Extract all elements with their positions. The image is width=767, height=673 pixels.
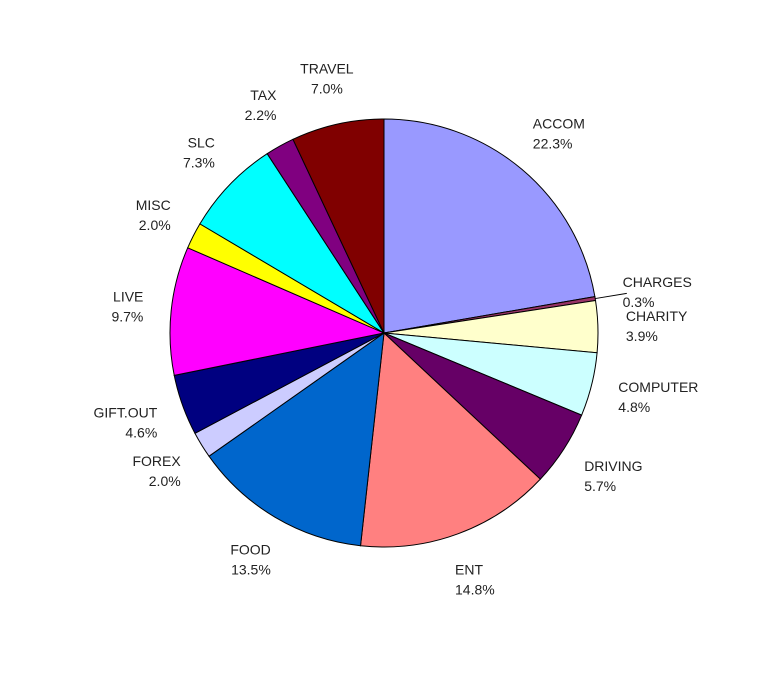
slice-percent-travel: 7.0% [311, 80, 343, 96]
slice-percent-forex: 2.0% [149, 473, 181, 489]
pie-slice-live [169, 247, 386, 376]
slice-label-gift-out: GIFT.OUT [94, 404, 158, 420]
slice-label-charity: CHARITY [626, 308, 688, 324]
pie-slice-slc [199, 153, 385, 334]
slice-label-driving: DRIVING [584, 458, 642, 474]
pie-slice-food [208, 331, 385, 547]
slice-percent-gift-out: 4.6% [125, 424, 157, 440]
slice-label-forex: FOREX [132, 453, 181, 469]
slice-label-live: LIVE [113, 289, 143, 305]
slice-label-slc: SLC [188, 135, 215, 151]
slice-label-misc: MISC [136, 197, 171, 213]
pie-slice-accom [383, 118, 596, 334]
slice-percent-computer: 4.8% [618, 399, 650, 415]
slice-percent-charges: 0.3% [623, 294, 655, 310]
slice-percent-charity: 3.9% [626, 328, 658, 344]
slice-percent-driving: 5.7% [584, 478, 616, 494]
slice-percent-slc: 7.3% [183, 155, 215, 171]
slice-percent-tax: 2.2% [245, 107, 277, 123]
slice-label-food: FOOD [230, 542, 270, 558]
pie-slice-ent [359, 331, 542, 548]
slice-percent-misc: 2.0% [139, 217, 171, 233]
slice-label-accom: ACCOM [533, 116, 585, 132]
slice-percent-live: 9.7% [111, 309, 143, 325]
pie-slices [169, 118, 599, 548]
leader-line-charges [595, 292, 627, 300]
slice-label-tax: TAX [250, 87, 277, 103]
slice-label-ent: ENT [455, 562, 483, 578]
slice-label-travel: TRAVEL [300, 60, 354, 76]
slice-percent-accom: 22.3% [533, 136, 573, 152]
pie-labels: ACCOM 22.3% CHARGES 0.3%CHARITY 3.9% COMPUTER… [94, 60, 699, 597]
slice-label-charges: CHARGES [623, 274, 692, 290]
pie-slice-travel [292, 118, 385, 334]
slice-percent-ent: 14.8% [455, 582, 495, 598]
slice-label-computer: COMPUTER [618, 379, 698, 395]
slice-percent-food: 13.5% [231, 562, 271, 578]
